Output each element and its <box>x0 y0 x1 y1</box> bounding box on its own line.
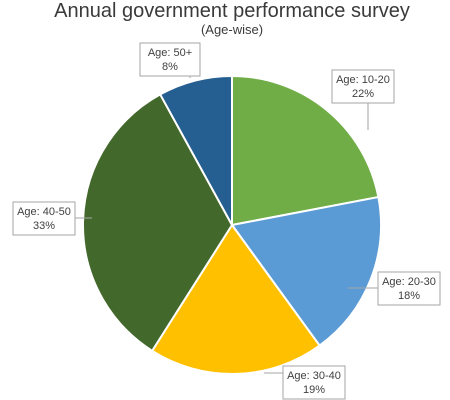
pie-slice <box>231 74 380 227</box>
data-callout: Age: 30-40 19% <box>282 365 346 400</box>
data-callout: Age: 50+ 8% <box>139 42 201 77</box>
pie-slice <box>230 195 382 347</box>
slice-label: Age: 50+ <box>148 47 192 59</box>
slice-value-label: 8% <box>162 61 178 73</box>
callout-box <box>377 271 441 306</box>
chart-title: Annual government performance survey <box>54 0 410 22</box>
callout-box <box>282 365 346 400</box>
callout-box <box>12 201 76 236</box>
callout-box <box>139 42 201 77</box>
data-callout: Age: 20-30 18% <box>377 271 441 306</box>
pie-slice <box>158 74 233 226</box>
slice-value-label: 33% <box>33 220 55 232</box>
slice-label: Age: 20-30 <box>382 276 436 288</box>
chart-subtitle: (Age-wise) <box>201 22 263 37</box>
data-callout: Age: 40-50 33% <box>12 201 76 236</box>
pie-slices <box>82 74 382 375</box>
slice-label: Age: 30-40 <box>287 370 341 382</box>
pie-slice <box>150 223 321 375</box>
slice-value-label: 22% <box>352 88 374 100</box>
callout-leaders <box>75 76 378 374</box>
data-callout: Age: 10-20 22% <box>331 69 395 104</box>
slice-value-label: 19% <box>303 384 325 396</box>
slice-value-label: 18% <box>398 290 420 302</box>
slice-label: Age: 40-50 <box>17 206 71 218</box>
callout-box <box>331 69 395 104</box>
slice-label: Age: 10-20 <box>336 74 390 86</box>
